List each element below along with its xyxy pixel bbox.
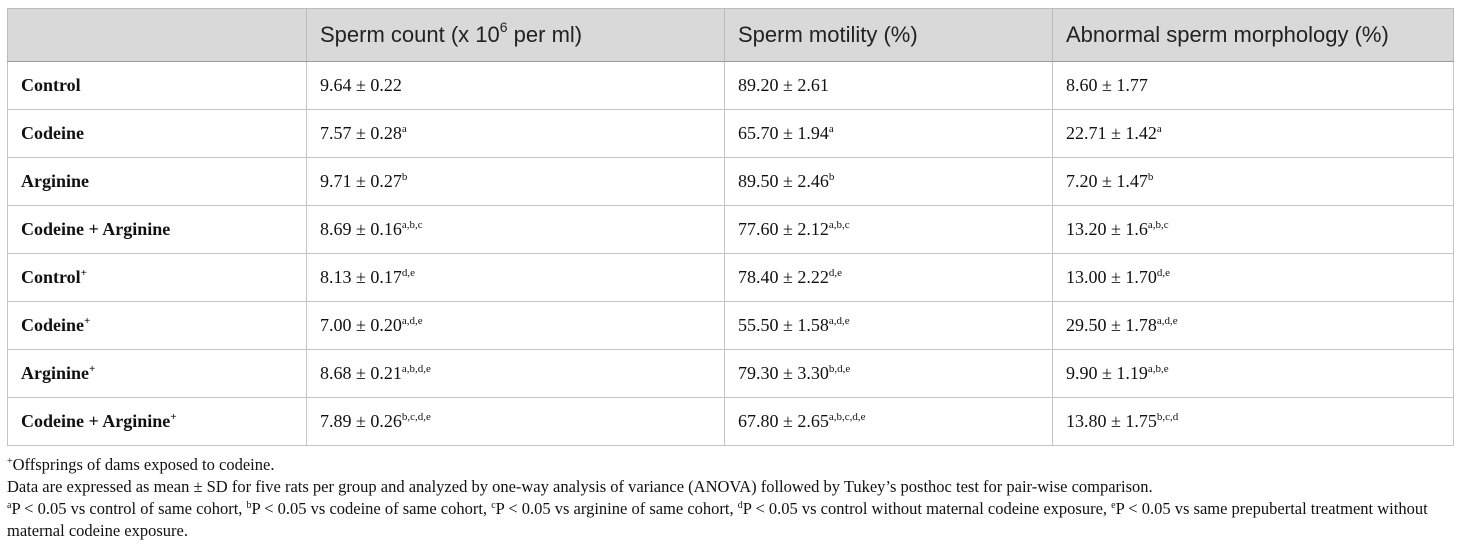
row-label: Control+ [7, 253, 307, 302]
value-cell: 7.00 ± 0.20a,d,e [306, 301, 725, 350]
footnote-mark: d [737, 500, 743, 511]
value-cell: 29.50 ± 1.78a,d,e [1052, 301, 1454, 350]
footnote-mark: e [1111, 500, 1116, 511]
header-cell-group [7, 8, 307, 62]
value-cell: 7.89 ± 0.26b,c,d,e [306, 397, 725, 446]
row-label: Codeine + Arginine+ [7, 397, 307, 446]
footnote-text: P < 0.05 vs same prepubertal treatment w… [7, 499, 1428, 540]
footnote-mark: c [491, 500, 496, 511]
value-cell: 8.68 ± 0.21a,b,d,e [306, 349, 725, 398]
value-cell: 9.64 ± 0.22 [306, 61, 725, 110]
table-footnotes: +Offsprings of dams exposed to codeine. … [7, 454, 1453, 542]
footnote-plus: +Offsprings of dams exposed to codeine. [7, 455, 275, 474]
table-row: Codeine+ 7.00 ± 0.20a,d,e 55.50 ± 1.58a,d,… [7, 301, 1454, 350]
table-row: Control+ 8.13 ± 0.17d,e 78.40 ± 2.22d,e 13.… [7, 253, 1454, 302]
value-cell: 22.71 ± 1.42a [1052, 109, 1454, 158]
value-cell: 77.60 ± 2.12a,b,c [724, 205, 1053, 254]
header-cell-abnormal-morphology: Abnormal sperm morphology (%) [1052, 8, 1454, 62]
table-row: Codeine + Arginine+ 7.89 ± 0.26b,c,d,e 67.… [7, 397, 1454, 446]
table-header-row: Sperm count (x 106 per ml) Sperm motilit… [7, 8, 1454, 62]
value-cell: 13.20 ± 1.6a,b,c [1052, 205, 1454, 254]
footnote-text: P < 0.05 vs control of same cohort, [11, 499, 247, 518]
value-cell: 7.20 ± 1.47b [1052, 157, 1454, 206]
table-row: Codeine 7.57 ± 0.28a 65.70 ± 1.94a 22.71 ± … [7, 109, 1454, 158]
footnote-data-description: Data are expressed as mean ± SD for five… [7, 477, 1153, 496]
row-label: Codeine+ [7, 301, 307, 350]
value-cell: 13.00 ± 1.70d,e [1052, 253, 1454, 302]
value-cell: 55.50 ± 1.58a,d,e [724, 301, 1053, 350]
footnote-significance: aP < 0.05 vs control of same cohort, bP … [7, 498, 1453, 542]
value-cell: 67.80 ± 2.65a,b,c,d,e [724, 397, 1053, 446]
value-cell: 65.70 ± 1.94a [724, 109, 1053, 158]
row-label: Control [7, 61, 307, 110]
table-row: Control 9.64 ± 0.22 89.20 ± 2.61 8.60 ± 1.7… [7, 61, 1454, 110]
footnote-mark: b [246, 500, 252, 511]
value-cell: 79.30 ± 3.30b,d,e [724, 349, 1053, 398]
value-cell: 7.57 ± 0.28a [306, 109, 725, 158]
value-cell: 89.20 ± 2.61 [724, 61, 1053, 110]
footnote-text: P < 0.05 vs arginine of same cohort, [495, 499, 738, 518]
value-cell: 13.80 ± 1.75b,c,d [1052, 397, 1454, 446]
footnote-mark: a [7, 500, 12, 511]
header-cell-sperm-count: Sperm count (x 106 per ml) [306, 8, 725, 62]
value-cell: 78.40 ± 2.22d,e [724, 253, 1053, 302]
sperm-parameters-table: Sperm count (x 106 per ml) Sperm motilit… [7, 8, 1454, 446]
value-cell: 8.60 ± 1.77 [1052, 61, 1454, 110]
value-cell: 8.13 ± 0.17d,e [306, 253, 725, 302]
value-cell: 9.71 ± 0.27b [306, 157, 725, 206]
value-cell: 8.69 ± 0.16a,b,c [306, 205, 725, 254]
results-table-container: Sperm count (x 106 per ml) Sperm motilit… [7, 8, 1454, 446]
table-row: Codeine + Arginine 8.69 ± 0.16a,b,c 77.60 … [7, 205, 1454, 254]
table-row: Arginine+ 8.68 ± 0.21a,b,d,e 79.30 ± 3.30b… [7, 349, 1454, 398]
row-label: Arginine+ [7, 349, 307, 398]
header-cell-sperm-motility: Sperm motility (%) [724, 8, 1053, 62]
footnote-text: P < 0.05 vs control without maternal cod… [742, 499, 1112, 518]
table-row: Arginine 9.71 ± 0.27b 89.50 ± 2.46b 7.20 ± … [7, 157, 1454, 206]
value-cell: 9.90 ± 1.19a,b,e [1052, 349, 1454, 398]
value-cell: 89.50 ± 2.46b [724, 157, 1053, 206]
row-label: Codeine [7, 109, 307, 158]
footnote-text: P < 0.05 vs codeine of same cohort, [251, 499, 492, 518]
row-label: Codeine + Arginine [7, 205, 307, 254]
row-label: Arginine [7, 157, 307, 206]
